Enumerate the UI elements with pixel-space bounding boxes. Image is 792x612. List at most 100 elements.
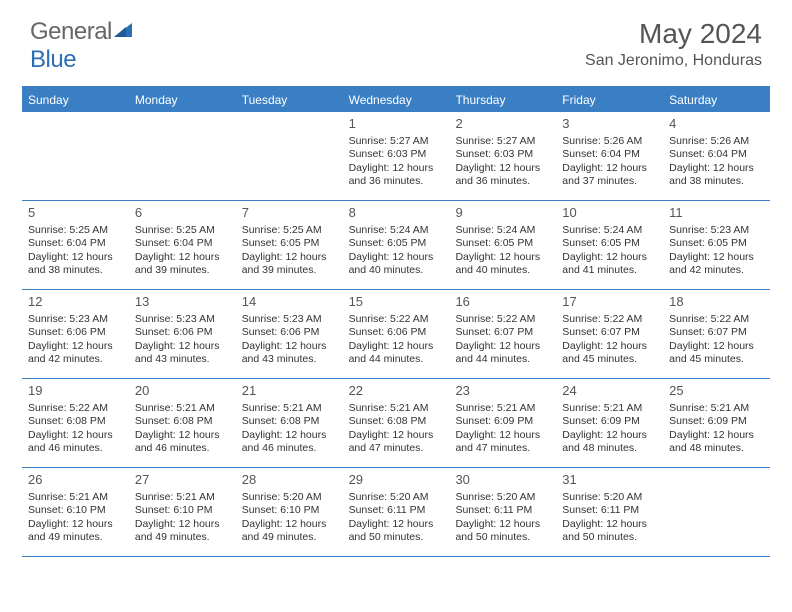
day-number: 10 bbox=[562, 205, 657, 222]
calendar-empty-cell bbox=[236, 112, 343, 200]
sunset-text: Sunset: 6:09 PM bbox=[669, 415, 764, 428]
sunrise-text: Sunrise: 5:20 AM bbox=[562, 491, 657, 504]
sunrise-text: Sunrise: 5:23 AM bbox=[135, 313, 230, 326]
daylight-text: Daylight: 12 hours and 48 minutes. bbox=[562, 429, 657, 456]
calendar-day-cell: 26Sunrise: 5:21 AMSunset: 6:10 PMDayligh… bbox=[22, 468, 129, 556]
sunrise-text: Sunrise: 5:26 AM bbox=[669, 135, 764, 148]
day-number: 13 bbox=[135, 294, 230, 311]
calendar-day-cell: 13Sunrise: 5:23 AMSunset: 6:06 PMDayligh… bbox=[129, 290, 236, 378]
calendar-day-cell: 16Sunrise: 5:22 AMSunset: 6:07 PMDayligh… bbox=[449, 290, 556, 378]
sunrise-text: Sunrise: 5:21 AM bbox=[135, 402, 230, 415]
sunset-text: Sunset: 6:03 PM bbox=[455, 148, 550, 161]
sunrise-text: Sunrise: 5:23 AM bbox=[669, 224, 764, 237]
sunrise-text: Sunrise: 5:21 AM bbox=[349, 402, 444, 415]
day-number: 22 bbox=[349, 383, 444, 400]
sunrise-text: Sunrise: 5:21 AM bbox=[562, 402, 657, 415]
calendar-day-cell: 4Sunrise: 5:26 AMSunset: 6:04 PMDaylight… bbox=[663, 112, 770, 200]
daylight-text: Daylight: 12 hours and 39 minutes. bbox=[135, 251, 230, 278]
sunset-text: Sunset: 6:04 PM bbox=[28, 237, 123, 250]
daylight-text: Daylight: 12 hours and 43 minutes. bbox=[135, 340, 230, 367]
weekday-header: Tuesday bbox=[236, 88, 343, 112]
day-number: 5 bbox=[28, 205, 123, 222]
logo: GeneralBlue bbox=[30, 18, 136, 74]
sunrise-text: Sunrise: 5:21 AM bbox=[455, 402, 550, 415]
sunset-text: Sunset: 6:08 PM bbox=[28, 415, 123, 428]
calendar-week-row: 12 Sunrise: 5:23 AM Sunset: 6:06 PM Dayligh… bbox=[22, 290, 770, 379]
calendar-day-cell: 28Sunrise: 5:20 AMSunset: 6:10 PMDayligh… bbox=[236, 468, 343, 556]
calendar-day-cell: 30Sunrise: 5:20 AMSunset: 6:11 PMDayligh… bbox=[449, 468, 556, 556]
calendar-week-row: 19Sunrise: 5:22 AMSunset: 6:08 PMDayligh… bbox=[22, 379, 770, 468]
sunset-text: Sunset: 6:10 PM bbox=[135, 504, 230, 517]
sail-icon bbox=[114, 18, 136, 45]
sunset-text: Sunset: 6:05 PM bbox=[349, 237, 444, 250]
daylight-text: Daylight: 12 hours and 38 minutes. bbox=[669, 162, 764, 189]
daylight-text: Daylight: 12 hours and 47 minutes. bbox=[455, 429, 550, 456]
day-number: 17 bbox=[562, 294, 657, 311]
calendar-empty-cell bbox=[663, 468, 770, 556]
sunrise-text: Sunrise: 5:22 AM bbox=[28, 402, 123, 415]
daylight-text: Daylight: 12 hours and 48 minutes. bbox=[669, 429, 764, 456]
sunrise-text: Sunrise: 5:22 AM bbox=[349, 313, 444, 326]
weekday-header: Friday bbox=[556, 88, 663, 112]
sunset-text: Sunset: 6:03 PM bbox=[349, 148, 444, 161]
sunrise-text: Sunrise: 5:25 AM bbox=[28, 224, 123, 237]
sunrise-text: Sunrise: 5:21 AM bbox=[242, 402, 337, 415]
sunrise-text: Sunrise: 5:21 AM bbox=[669, 402, 764, 415]
page-title: May 2024 bbox=[585, 18, 762, 50]
sunset-text: Sunset: 6:05 PM bbox=[669, 237, 764, 250]
sunset-text: Sunset: 6:08 PM bbox=[349, 415, 444, 428]
sunset-text: Sunset: 6:05 PM bbox=[455, 237, 550, 250]
calendar-day-cell: 3Sunrise: 5:26 AMSunset: 6:04 PMDaylight… bbox=[556, 112, 663, 200]
day-number: 18 bbox=[669, 294, 764, 311]
daylight-text: Daylight: 12 hours and 49 minutes. bbox=[135, 518, 230, 545]
calendar-day-cell: 17Sunrise: 5:22 AMSunset: 6:07 PMDayligh… bbox=[556, 290, 663, 378]
title-block: May 2024 San Jeronimo, Honduras bbox=[585, 18, 762, 70]
calendar-day-cell: 31Sunrise: 5:20 AMSunset: 6:11 PMDayligh… bbox=[556, 468, 663, 556]
calendar-day-cell: 22Sunrise: 5:21 AMSunset: 6:08 PMDayligh… bbox=[343, 379, 450, 467]
daylight-text: Daylight: 12 hours and 50 minutes. bbox=[562, 518, 657, 545]
day-number: 20 bbox=[135, 383, 230, 400]
calendar-day-cell: 7Sunrise: 5:25 AMSunset: 6:05 PMDaylight… bbox=[236, 201, 343, 289]
day-number: 12 bbox=[28, 294, 123, 311]
sunrise-text: Sunrise: 5:26 AM bbox=[562, 135, 657, 148]
sunrise-text: Sunrise: 5:25 AM bbox=[135, 224, 230, 237]
calendar: SundayMondayTuesdayWednesdayThursdayFrid… bbox=[22, 86, 770, 557]
sunrise-text: Sunrise: 5:24 AM bbox=[349, 224, 444, 237]
calendar-day-cell: 21Sunrise: 5:21 AMSunset: 6:08 PMDayligh… bbox=[236, 379, 343, 467]
daylight-text: Daylight: 12 hours and 39 minutes. bbox=[242, 251, 337, 278]
day-number: 1 bbox=[349, 116, 444, 133]
day-number: 30 bbox=[455, 472, 550, 489]
daylight-text: Daylight: 12 hours and 41 minutes. bbox=[562, 251, 657, 278]
calendar-week-row: 26Sunrise: 5:21 AMSunset: 6:10 PMDayligh… bbox=[22, 468, 770, 557]
day-number: 19 bbox=[28, 383, 123, 400]
sunrise-text: Sunrise: 5:24 AM bbox=[562, 224, 657, 237]
calendar-day-cell: 15Sunrise: 5:22 AMSunset: 6:06 PMDayligh… bbox=[343, 290, 450, 378]
day-number: 4 bbox=[669, 116, 764, 133]
logo-part1: General bbox=[30, 18, 112, 45]
daylight-text: Daylight: 12 hours and 46 minutes. bbox=[28, 429, 123, 456]
daylight-text: Daylight: 12 hours and 38 minutes. bbox=[28, 251, 123, 278]
day-number: 7 bbox=[242, 205, 337, 222]
logo-part2: Blue bbox=[30, 46, 76, 73]
day-number: 8 bbox=[349, 205, 444, 222]
calendar-empty-cell bbox=[22, 112, 129, 200]
day-number: 11 bbox=[669, 205, 764, 222]
weekday-header: Sunday bbox=[22, 88, 129, 112]
weekday-header: Wednesday bbox=[343, 88, 450, 112]
sunset-text: Sunset: 6:08 PM bbox=[242, 415, 337, 428]
daylight-text: Daylight: 12 hours and 50 minutes. bbox=[455, 518, 550, 545]
day-number: 9 bbox=[455, 205, 550, 222]
day-number: 24 bbox=[562, 383, 657, 400]
calendar-day-cell: 14Sunrise: 5:23 AMSunset: 6:06 PMDayligh… bbox=[236, 290, 343, 378]
daylight-text: Daylight: 12 hours and 43 minutes. bbox=[242, 340, 337, 367]
daylight-text: Daylight: 12 hours and 42 minutes. bbox=[669, 251, 764, 278]
sunrise-text: Sunrise: 5:21 AM bbox=[135, 491, 230, 504]
day-number: 16 bbox=[455, 294, 550, 311]
daylight-text: Daylight: 12 hours and 37 minutes. bbox=[562, 162, 657, 189]
day-number: 15 bbox=[349, 294, 444, 311]
sunset-text: Sunset: 6:06 PM bbox=[349, 326, 444, 339]
calendar-day-cell: 2Sunrise: 5:27 AMSunset: 6:03 PMDaylight… bbox=[449, 112, 556, 200]
day-number: 2 bbox=[455, 116, 550, 133]
sunrise-text: Sunrise: 5:23 AM bbox=[242, 313, 337, 326]
daylight-text: Daylight: 12 hours and 46 minutes. bbox=[135, 429, 230, 456]
